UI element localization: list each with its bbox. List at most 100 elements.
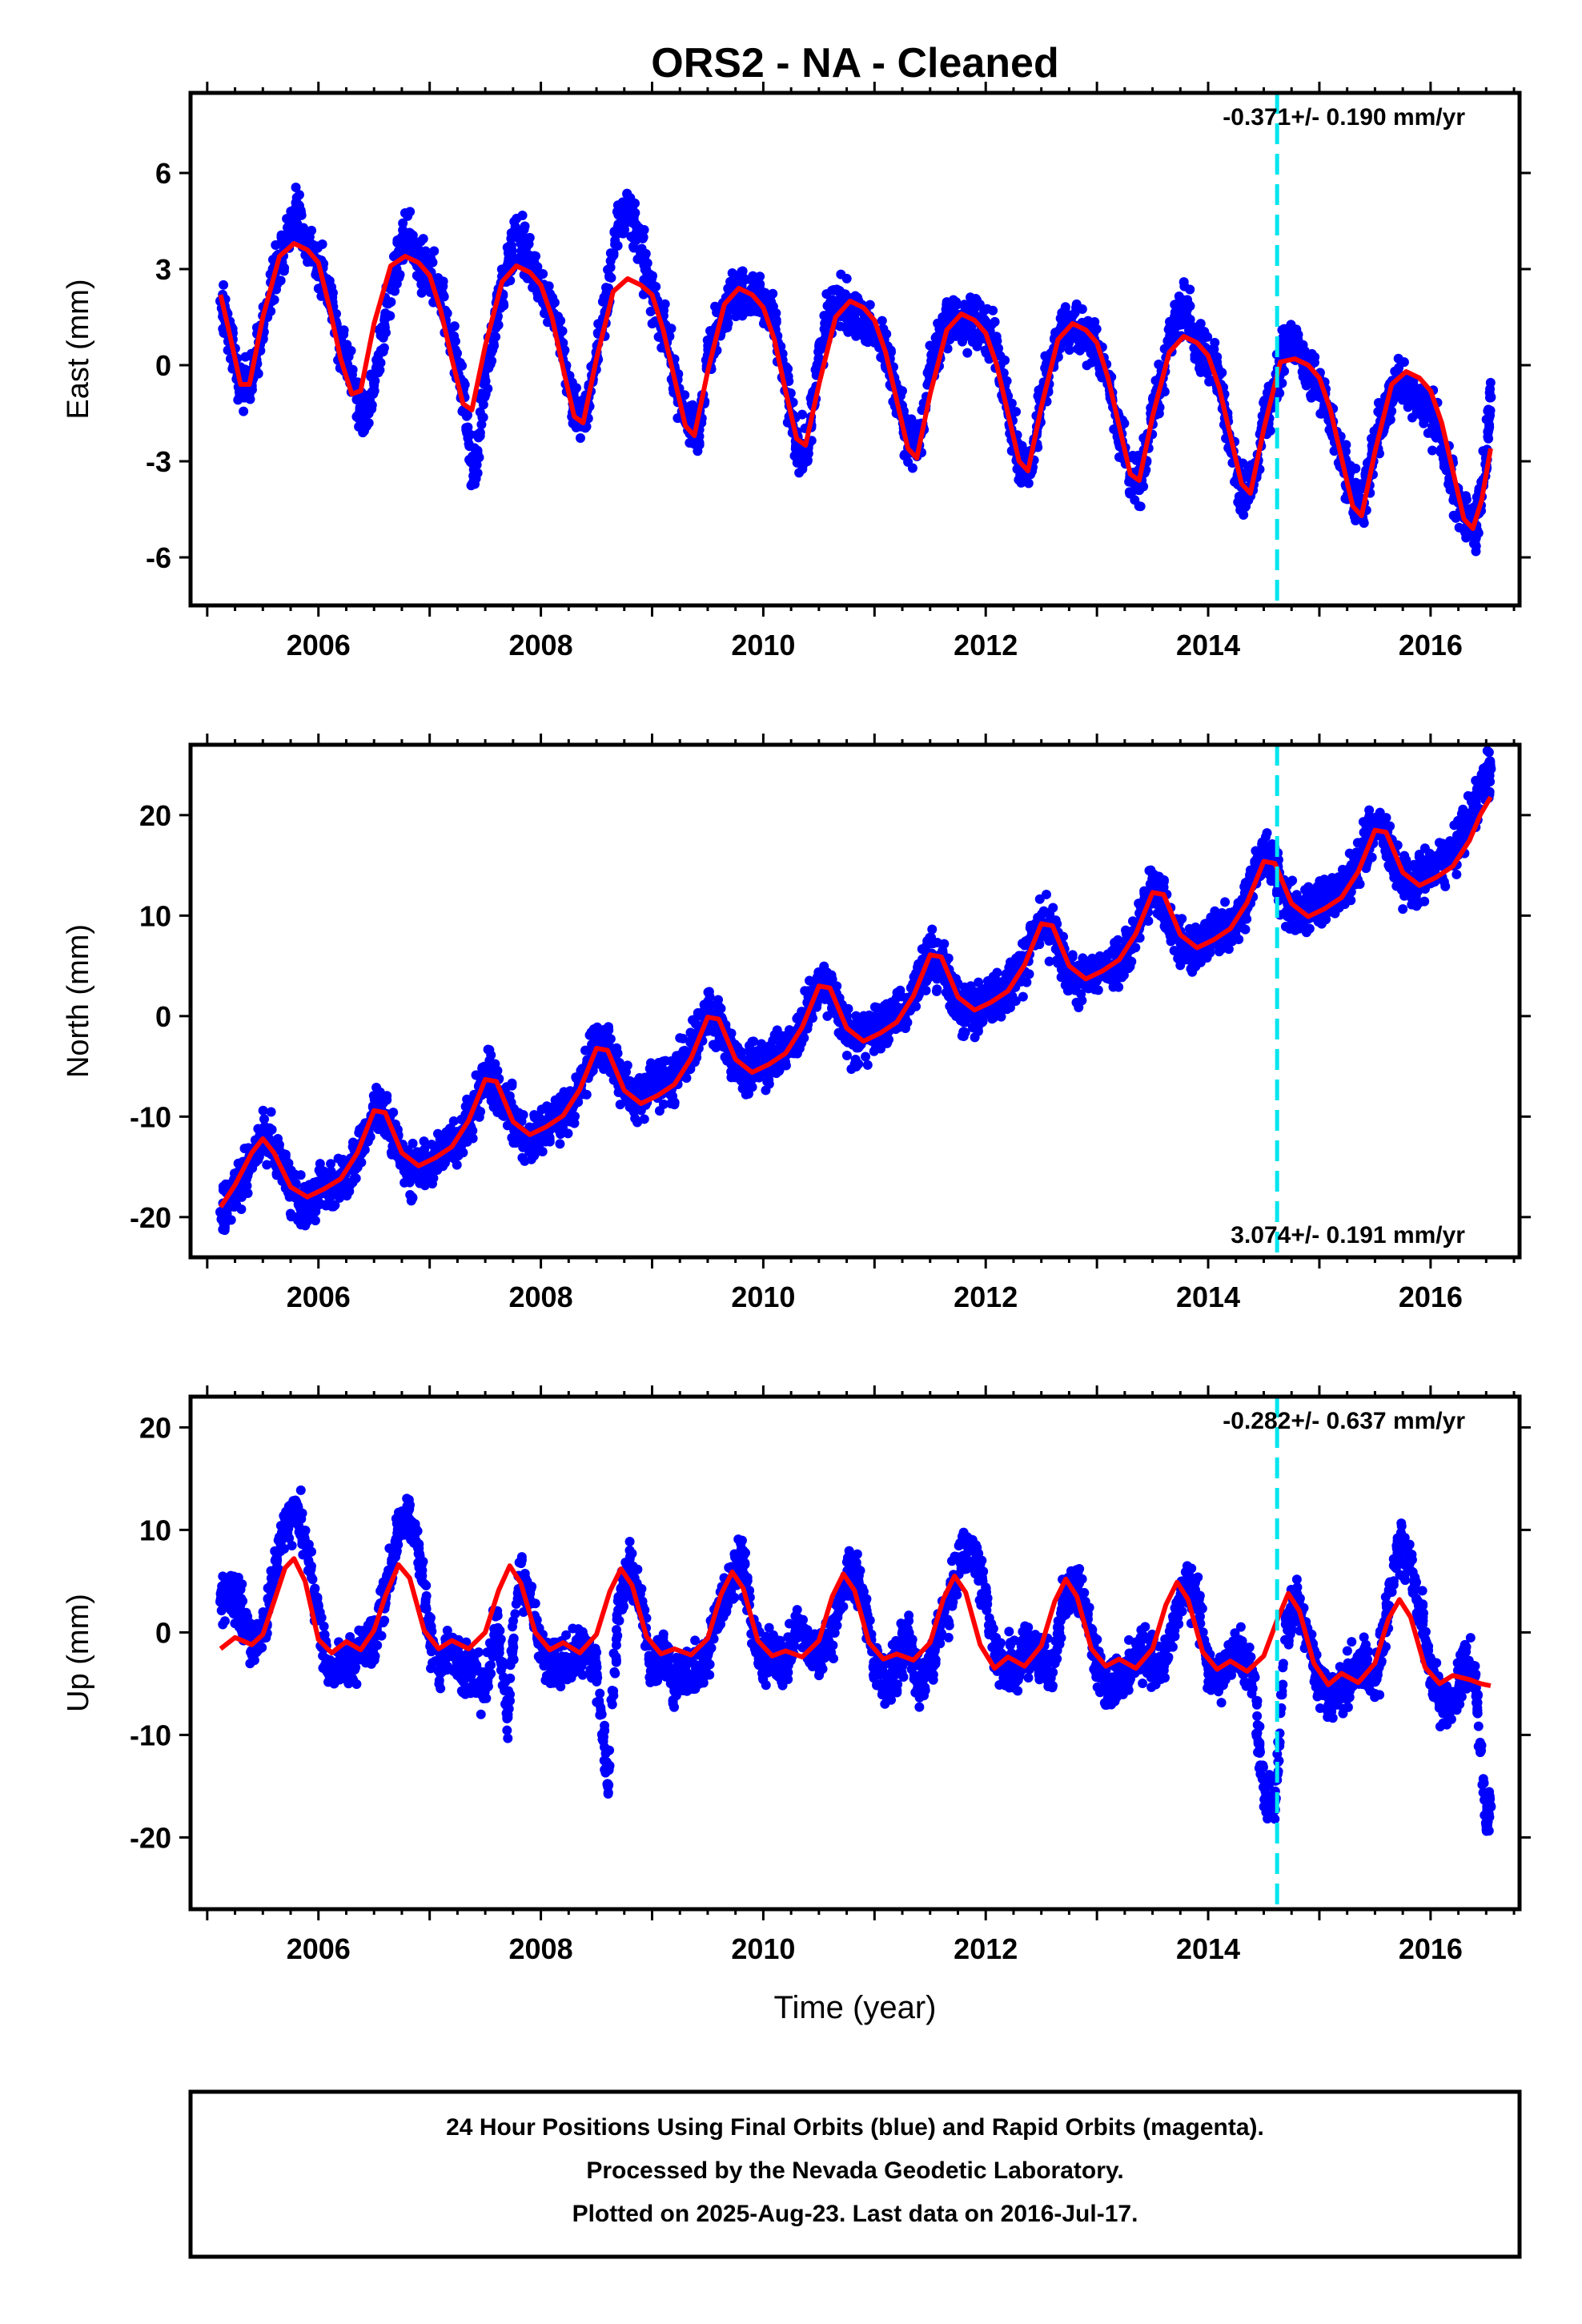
data-point xyxy=(429,246,440,256)
data-point xyxy=(596,1030,606,1040)
data-point xyxy=(755,271,765,282)
data-point xyxy=(226,1215,236,1225)
data-point xyxy=(524,232,535,243)
data-point xyxy=(605,255,616,266)
data-point xyxy=(1199,333,1209,344)
data-point xyxy=(437,277,448,287)
data-point xyxy=(513,1108,524,1118)
model-line xyxy=(218,241,1493,531)
plot-area xyxy=(215,746,1496,1236)
data-point xyxy=(452,348,462,359)
data-point xyxy=(440,1158,450,1168)
data-point xyxy=(370,376,380,386)
data-point xyxy=(1340,446,1351,456)
data-point xyxy=(638,257,648,267)
data-point xyxy=(311,1206,321,1216)
data-point xyxy=(942,344,953,354)
data-point xyxy=(1195,319,1206,329)
data-point xyxy=(982,304,992,314)
data-point xyxy=(672,1051,682,1061)
data-point xyxy=(612,1043,622,1053)
data-point xyxy=(279,263,290,273)
data-point xyxy=(972,341,982,352)
data-point xyxy=(380,328,391,338)
data-point xyxy=(1138,481,1149,492)
data-point xyxy=(1134,501,1144,512)
data-point xyxy=(492,1097,502,1108)
data-point xyxy=(693,446,703,456)
data-point xyxy=(825,296,836,307)
data-point xyxy=(314,1165,324,1176)
data-point xyxy=(386,297,396,308)
data-point xyxy=(569,1118,580,1128)
data-point xyxy=(470,479,480,489)
data-point xyxy=(452,1160,462,1170)
data-point xyxy=(907,463,917,473)
data-point xyxy=(295,1220,306,1230)
data-point xyxy=(459,377,469,388)
data-point xyxy=(271,284,282,295)
data-point xyxy=(760,287,770,298)
data-point xyxy=(236,1204,247,1214)
data-point xyxy=(563,1128,573,1139)
x-tick-label: 2012 xyxy=(954,629,1018,661)
data-point xyxy=(581,1089,592,1100)
data-point xyxy=(1240,492,1251,502)
data-point xyxy=(492,1065,503,1076)
data-point xyxy=(1427,445,1438,456)
data-point xyxy=(610,239,620,250)
data-point xyxy=(420,246,431,256)
data-point xyxy=(1217,368,1227,378)
data-point xyxy=(1309,357,1319,368)
data-point xyxy=(1084,343,1094,353)
data-point xyxy=(628,212,639,223)
data-point xyxy=(1304,378,1315,388)
data-point xyxy=(1460,527,1471,537)
data-point xyxy=(458,1148,468,1158)
data-point xyxy=(639,1114,649,1124)
data-point xyxy=(403,211,413,221)
data-point xyxy=(1070,328,1081,338)
data-point xyxy=(417,1175,428,1185)
y-tick-label: -6 xyxy=(146,541,171,574)
data-point xyxy=(1485,392,1496,403)
data-point xyxy=(1195,358,1205,368)
data-point xyxy=(528,1150,538,1160)
data-point xyxy=(428,257,438,267)
data-point xyxy=(575,433,585,444)
data-point xyxy=(1178,277,1189,287)
data-point xyxy=(258,1105,268,1116)
data-point xyxy=(460,408,471,419)
data-point xyxy=(1059,312,1070,323)
data-point xyxy=(382,1091,392,1101)
data-point xyxy=(797,409,807,420)
data-point xyxy=(604,283,614,293)
data-point xyxy=(280,1156,291,1167)
data-point xyxy=(720,324,730,334)
data-point xyxy=(457,360,468,371)
data-point xyxy=(751,283,761,293)
data-point xyxy=(439,291,449,301)
data-point xyxy=(416,236,426,247)
data-point xyxy=(638,232,648,243)
y-tick-label: 6 xyxy=(155,157,171,190)
data-point xyxy=(814,342,825,352)
data-point xyxy=(606,272,616,283)
data-point xyxy=(877,316,887,326)
data-point xyxy=(636,1078,647,1088)
data-point xyxy=(1470,538,1480,549)
data-point xyxy=(507,1078,517,1088)
data-point xyxy=(391,279,402,289)
data-point xyxy=(941,312,951,323)
data-point xyxy=(483,1044,493,1055)
x-tick-label: 2006 xyxy=(287,629,351,661)
data-point xyxy=(770,309,781,320)
data-point xyxy=(1233,497,1243,507)
data-point xyxy=(1431,423,1442,433)
data-point xyxy=(347,364,358,375)
data-point xyxy=(220,1179,231,1189)
data-point xyxy=(628,1103,638,1113)
data-point xyxy=(803,448,813,459)
data-point xyxy=(630,1113,640,1124)
